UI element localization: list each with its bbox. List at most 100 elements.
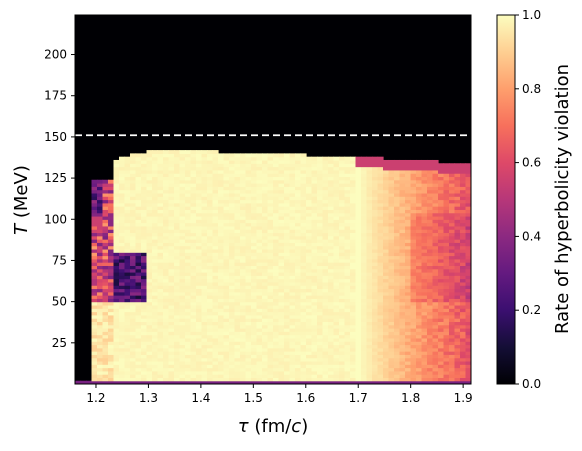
heatmap-cell (278, 255, 285, 260)
heatmap-cell (344, 202, 351, 207)
heatmap-cell (306, 295, 313, 299)
heatmap-cell (350, 166, 357, 171)
heatmap-cell (410, 281, 417, 286)
heatmap-cell (377, 202, 384, 207)
heatmap-cell (399, 258, 406, 263)
heatmap-cell (388, 169, 395, 174)
heatmap-cell (234, 173, 241, 178)
heatmap-cell (157, 295, 164, 299)
heatmap-cell (460, 314, 467, 319)
heatmap-cell (432, 202, 439, 207)
heatmap-cell (421, 298, 428, 303)
heatmap-cell (405, 169, 412, 174)
heatmap-cell (229, 311, 236, 316)
heatmap-cell (163, 212, 170, 217)
heatmap-cell (300, 268, 307, 273)
heatmap-cell (383, 370, 390, 375)
heatmap-cell (416, 268, 423, 273)
heatmap-cell (465, 304, 471, 309)
heatmap-cell (190, 334, 197, 339)
heatmap-cell (317, 311, 324, 316)
heatmap-cell (91, 242, 98, 247)
heatmap-cell (322, 212, 329, 217)
heatmap-cell (245, 239, 252, 243)
heatmap-cell (372, 364, 379, 369)
heatmap-cell (174, 212, 181, 217)
heatmap-cell (256, 229, 263, 234)
heatmap-cell (366, 245, 373, 250)
heatmap-cell (322, 206, 329, 210)
heatmap-cell (465, 173, 471, 178)
heatmap-cell (240, 202, 247, 207)
heatmap-cell (201, 374, 208, 379)
heatmap-cell (427, 255, 434, 260)
heatmap-cell (449, 255, 456, 260)
heatmap-cell (157, 341, 164, 346)
heatmap-cell (339, 327, 346, 332)
heatmap-cell (377, 327, 384, 332)
heatmap-cell (328, 311, 335, 316)
heatmap-cell (361, 232, 368, 237)
heatmap-cell (163, 183, 170, 187)
heatmap-cell (262, 281, 269, 286)
heatmap-cell (383, 334, 390, 339)
heatmap-cell (300, 163, 307, 168)
heatmap-cell (207, 202, 214, 207)
heatmap-cell (449, 298, 456, 303)
heatmap-cell (421, 370, 428, 375)
heatmap-cell (295, 153, 302, 158)
heatmap-cell (317, 199, 324, 204)
heatmap-cell (223, 173, 230, 178)
heatmap-cell (201, 357, 208, 362)
heatmap-cell (190, 150, 197, 154)
heatmap-cell (234, 169, 241, 174)
heatmap-cell (174, 265, 181, 270)
heatmap-cell (218, 268, 225, 273)
heatmap-cell (262, 364, 269, 369)
heatmap-cell (245, 258, 252, 263)
heatmap-cell (295, 318, 302, 322)
heatmap-cell (273, 265, 280, 270)
heatmap-cell (102, 278, 109, 283)
heatmap-cell (273, 347, 280, 352)
heatmap-cell (449, 215, 456, 220)
heatmap-cell (234, 334, 241, 339)
heatmap-cell (119, 239, 126, 243)
heatmap-cell (284, 275, 291, 280)
heatmap-cell (306, 196, 313, 201)
heatmap-cell (218, 258, 225, 263)
heatmap-cell (240, 380, 247, 384)
heatmap-cell (201, 285, 208, 290)
heatmap-cell (377, 163, 384, 168)
heatmap-cell (278, 173, 285, 178)
heatmap-cell (460, 351, 467, 355)
heatmap-cell (416, 324, 423, 329)
heatmap-cell (449, 351, 456, 355)
heatmap-cell (289, 304, 296, 309)
heatmap-cell (245, 212, 252, 217)
heatmap-cell (97, 215, 104, 220)
heatmap-cell (163, 153, 170, 158)
heatmap-cell (372, 252, 379, 257)
heatmap-cell (388, 258, 395, 263)
heatmap-cell (454, 327, 461, 332)
heatmap-cell (438, 347, 445, 352)
heatmap-cell (152, 199, 159, 204)
heatmap-cell (108, 295, 115, 299)
heatmap-cell (240, 344, 247, 349)
heatmap-cell (152, 150, 159, 154)
heatmap-cell (218, 252, 225, 257)
heatmap-cell (344, 331, 351, 336)
heatmap-cell (289, 370, 296, 375)
heatmap-cell (350, 301, 357, 306)
heatmap-cell (130, 248, 137, 253)
heatmap-cell (113, 308, 120, 313)
heatmap-cell (383, 225, 390, 230)
heatmap-cell (141, 380, 148, 384)
heatmap-cell (383, 186, 390, 191)
heatmap-cell (130, 179, 137, 184)
heatmap-cell (146, 271, 153, 276)
heatmap-cell (273, 206, 280, 210)
heatmap-cell (289, 189, 296, 194)
heatmap-cell (322, 364, 329, 369)
